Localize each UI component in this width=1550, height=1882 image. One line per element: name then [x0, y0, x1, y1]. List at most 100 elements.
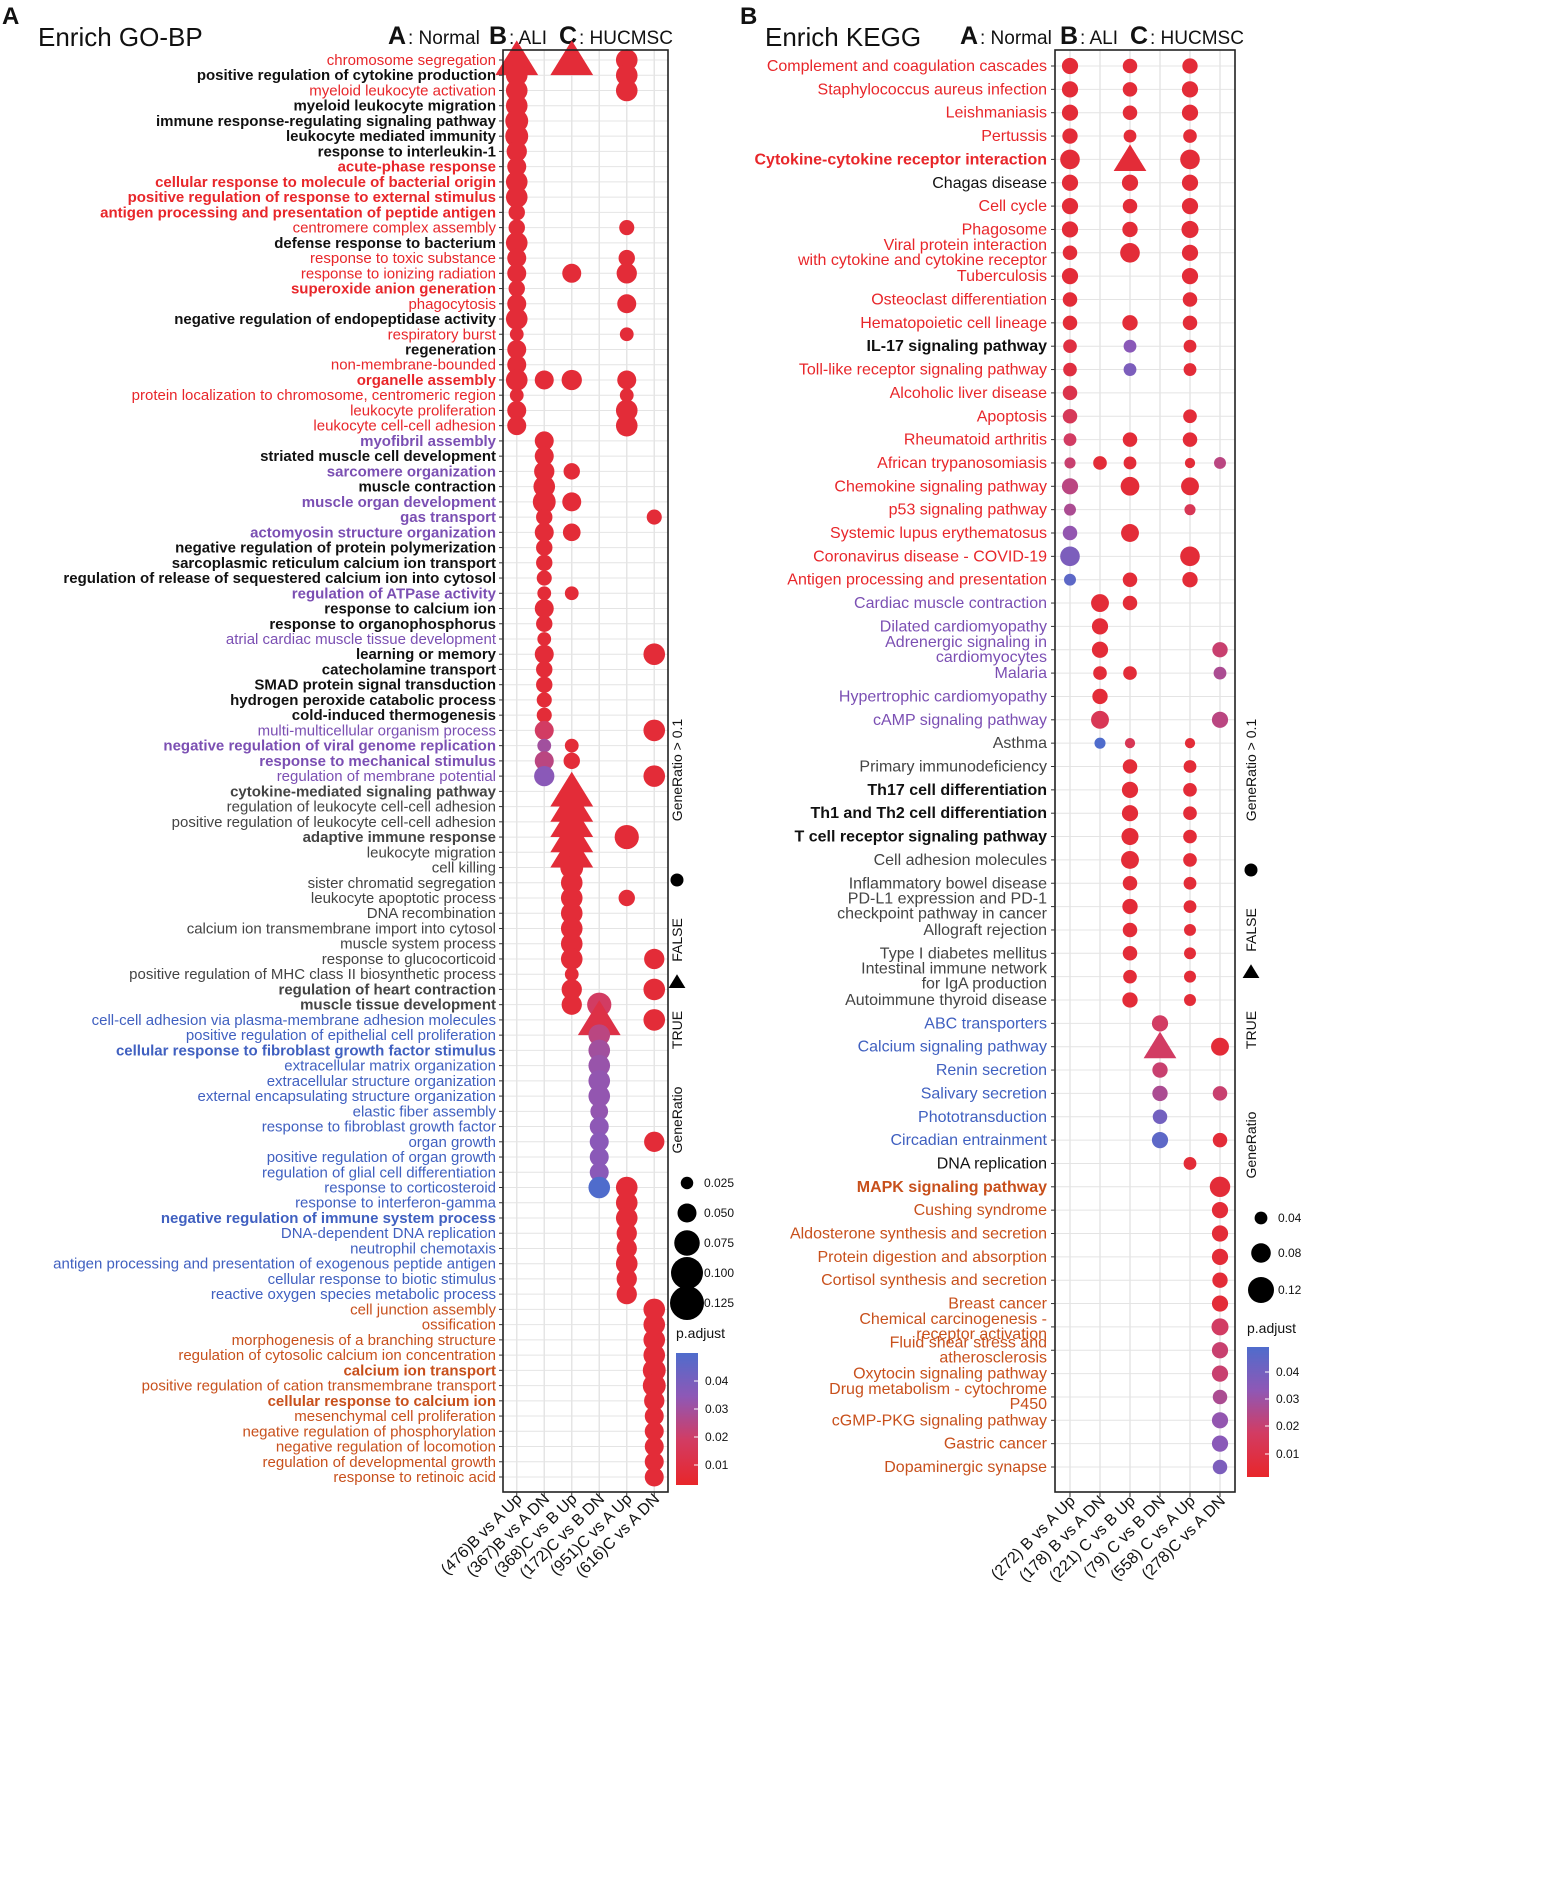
point — [507, 400, 527, 420]
term-label: regulation of release of sequestered cal… — [63, 570, 496, 587]
point — [537, 738, 552, 753]
point — [619, 327, 634, 342]
term-label: Cardiac muscle contraction — [854, 595, 1047, 612]
point — [615, 1191, 638, 1214]
legend-colorbar — [676, 1353, 698, 1485]
term-label: antigen processing and presentation of p… — [100, 204, 496, 221]
legend-size-title: GeneRatio — [669, 1086, 685, 1153]
point — [643, 765, 666, 787]
header-text: : HUCMSC — [579, 28, 673, 49]
point — [1122, 595, 1138, 611]
plot-area — [503, 50, 668, 1492]
legend-size-dot — [1251, 1243, 1271, 1263]
point — [1063, 362, 1077, 377]
point — [1183, 783, 1197, 797]
legend-size-dot — [680, 1176, 694, 1190]
term-label: Gastric cancer — [944, 1436, 1048, 1453]
term-label: organelle assembly — [357, 372, 497, 389]
term-label-line: with cytokine and cytokine receptor — [797, 252, 1048, 269]
point — [509, 388, 524, 403]
term-label: multi-multicellular organism process — [258, 722, 496, 739]
point — [1064, 503, 1076, 516]
point — [1183, 409, 1197, 424]
point — [507, 157, 527, 177]
point — [1181, 220, 1199, 238]
term-label: muscle organ development — [302, 494, 496, 511]
point — [1211, 711, 1229, 728]
point — [508, 204, 525, 221]
point — [536, 508, 553, 526]
point-triangle — [550, 832, 594, 868]
point — [643, 1313, 666, 1336]
term-label: leukocyte proliferation — [350, 402, 496, 419]
point — [1062, 315, 1078, 331]
point — [1062, 385, 1078, 401]
term-label: response to ionizing radiation — [301, 265, 496, 282]
point — [1211, 1295, 1229, 1312]
term-label: positive regulation of leukocyte cell-ce… — [172, 814, 496, 831]
point — [588, 1070, 611, 1092]
point — [615, 414, 638, 437]
term-label: DNA recombination — [367, 905, 496, 922]
point — [560, 856, 584, 879]
term-label-line: receptor activation — [916, 1326, 1047, 1343]
point — [1064, 573, 1076, 586]
point — [1181, 477, 1199, 496]
term-label: regulation of ATPase activity — [292, 585, 497, 602]
point — [1123, 456, 1137, 470]
legend-triangle-icon — [1242, 964, 1260, 978]
point-triangle — [495, 40, 539, 76]
point — [1183, 853, 1197, 867]
point — [1123, 666, 1137, 680]
point — [643, 1298, 666, 1321]
legend-true-label: TRUE — [1243, 1011, 1259, 1049]
point — [1062, 128, 1078, 144]
point — [507, 355, 527, 375]
term-label: response to calcium ion — [324, 601, 496, 618]
point — [562, 263, 582, 283]
point-triangle — [577, 1000, 621, 1036]
point — [534, 599, 554, 619]
term-label: cellular response to fibroblast growth f… — [116, 1042, 496, 1059]
term-label: leukocyte apoptotic process — [311, 890, 496, 907]
point — [1182, 572, 1198, 588]
point — [1062, 409, 1078, 424]
header-letter: C — [1130, 22, 1148, 50]
point — [1184, 994, 1196, 1006]
point — [1061, 478, 1079, 495]
point — [1182, 58, 1198, 74]
term-label: response to corticosteroid — [324, 1180, 496, 1197]
point — [1211, 1342, 1229, 1359]
point — [1062, 292, 1078, 307]
term-label: regulation of membrane potential — [277, 768, 496, 785]
point — [561, 979, 582, 1000]
term-label: regulation of heart contraction — [278, 981, 496, 998]
point — [1180, 149, 1200, 170]
point — [1124, 738, 1136, 749]
term-label: myofibril assembly — [360, 433, 497, 450]
legend-color-title: p.adjust — [676, 1325, 725, 1341]
term-label-line: Fluid shear stress and — [890, 1334, 1047, 1351]
point — [615, 79, 638, 102]
term-label: striated muscle cell development — [260, 448, 496, 465]
legend-size-dot — [1254, 1211, 1268, 1225]
point — [644, 1452, 664, 1472]
point — [1122, 572, 1138, 587]
point — [1212, 642, 1228, 658]
point — [563, 463, 580, 480]
point — [537, 632, 552, 646]
term-label: adaptive immune response — [303, 829, 496, 846]
legend-color-title: p.adjust — [1247, 1320, 1296, 1336]
term-label: T cell receptor signaling pathway — [794, 829, 1047, 846]
legend-color-tick-label: 0.01 — [705, 1458, 729, 1472]
point — [615, 49, 638, 71]
point — [1212, 1389, 1228, 1405]
point — [505, 64, 528, 87]
term-label: calcium ion transport — [343, 1362, 496, 1379]
term-label: Alcoholic liver disease — [890, 385, 1048, 402]
point — [1181, 81, 1199, 98]
header-letter: B — [489, 22, 507, 50]
point — [643, 1009, 666, 1031]
point — [1091, 618, 1109, 635]
